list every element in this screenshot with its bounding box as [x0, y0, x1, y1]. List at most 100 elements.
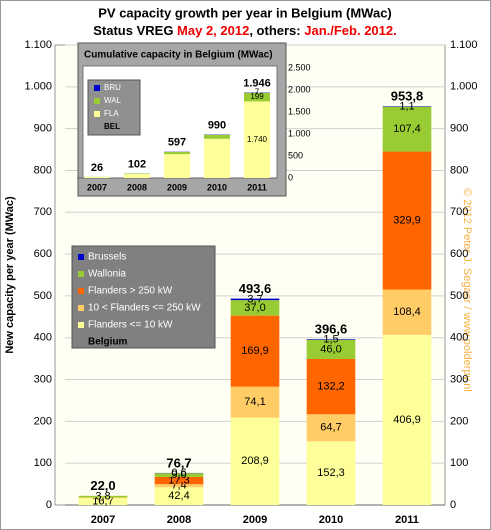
- total-label: 597: [168, 137, 186, 149]
- legend-label: 10 < Flanders <= 250 kW: [88, 303, 201, 314]
- legend-swatch: [94, 85, 100, 91]
- subtitle-part: Status VREG: [93, 23, 177, 38]
- y-tick-label: 500: [288, 150, 303, 160]
- y-tick-label: 700: [450, 206, 468, 218]
- inset-title: Cumulative capacity in Belgium (MWac): [84, 50, 273, 61]
- bar-segment: [382, 289, 432, 335]
- y-tick-label: 1.500: [288, 106, 311, 116]
- bar-segment: [230, 298, 280, 301]
- x-tick-label: 2011: [247, 182, 267, 192]
- y-tick-label: 800: [34, 164, 52, 176]
- bar-segment: [230, 417, 280, 505]
- bar-segment: [382, 334, 432, 505]
- y-axis-label: New capacity per year (MWac): [4, 196, 16, 354]
- bar-segment: [164, 151, 190, 155]
- y-tick-label: 600: [34, 248, 52, 260]
- value-label: 16,7: [92, 495, 113, 507]
- legend-swatch: [78, 288, 84, 294]
- bar-segment: [306, 358, 356, 415]
- y-tick-label: 200: [450, 415, 468, 427]
- legend-title: BEL: [104, 122, 120, 131]
- total-label: 493,6: [239, 281, 272, 296]
- legend-box: [71, 245, 216, 349]
- x-tick-label: 2009: [243, 514, 267, 526]
- chart-title: PV capacity growth per year in Belgium (…: [98, 5, 392, 20]
- bar-segment: [230, 300, 280, 316]
- legend-label: Wallonia: [88, 269, 126, 280]
- y-tick-label: 1.100: [24, 39, 52, 51]
- total-label: 396,6: [315, 322, 348, 337]
- chart-subtitle: Status VREG May 2, 2012, others: Jan./Fe…: [93, 23, 396, 38]
- legend-label: Flanders > 250 kW: [88, 286, 173, 297]
- value-label: 132,2: [317, 381, 345, 393]
- bar-segment: [84, 177, 110, 178]
- value-label: 1.740: [247, 135, 268, 144]
- total-label: 990: [208, 119, 226, 131]
- x-tick-label: 2010: [207, 182, 227, 192]
- legend-label: BRU: [104, 83, 121, 92]
- y-tick-label: 0: [450, 499, 456, 511]
- x-tick-label: 2009: [167, 182, 187, 192]
- legend-swatch: [78, 271, 84, 277]
- subtitle-part: Jan./Feb. 2012.: [304, 23, 397, 38]
- value-label: 42,4: [168, 490, 189, 502]
- legend-label: WAL: [104, 96, 122, 105]
- y-tick-label: 400: [450, 332, 468, 344]
- bar-segment: [306, 339, 356, 340]
- y-tick-label: 800: [450, 164, 468, 176]
- bar-segment: [154, 487, 204, 505]
- value-label: 329,9: [393, 214, 421, 226]
- bar-segment: [78, 495, 128, 498]
- x-tick-label: 2007: [87, 182, 107, 192]
- total-label: 1.946: [243, 77, 271, 89]
- value-label: 74,1: [244, 396, 265, 408]
- value-label: 37,0: [244, 302, 265, 314]
- legend-swatch: [94, 111, 100, 117]
- total-label: 22,0: [90, 478, 115, 493]
- total-label: 953,8: [391, 89, 424, 104]
- bar-segment: [306, 414, 356, 442]
- x-tick-label: 2010: [319, 514, 343, 526]
- bar-segment: [154, 484, 204, 488]
- value-label: 64,7: [320, 422, 341, 434]
- legend-label: Brussels: [88, 252, 126, 263]
- y-tick-label: 2.500: [288, 62, 311, 72]
- subtitle-part: , others:: [249, 23, 304, 38]
- bar-segment: [124, 173, 150, 175]
- legend-title: Belgium: [88, 337, 128, 348]
- bar-segment: [124, 174, 150, 178]
- value-label: 152,3: [317, 467, 345, 479]
- bar-segment: [306, 339, 356, 359]
- value-label: 7: [255, 88, 260, 97]
- value-label: 17,3: [168, 474, 189, 486]
- bar-segment: [230, 315, 280, 387]
- value-label: 1,1: [399, 100, 414, 112]
- legend-swatch: [78, 322, 84, 328]
- value-label: 406,9: [393, 414, 421, 426]
- legend-swatch: [78, 254, 84, 260]
- y-tick-label: 900: [450, 123, 468, 135]
- value-label: 9,0: [171, 469, 186, 481]
- y-tick-label: 100: [450, 457, 468, 469]
- value-label: 169,9: [241, 345, 269, 357]
- value-label: 108,4: [393, 306, 421, 318]
- y-tick-label: 1.000: [450, 81, 478, 93]
- y-tick-label: 500: [450, 290, 468, 302]
- bar-segment: [382, 151, 432, 290]
- y-tick-label: 600: [450, 248, 468, 260]
- total-label: 102: [128, 158, 146, 170]
- y-tick-label: 700: [34, 206, 52, 218]
- x-tick-label: 2011: [395, 514, 419, 526]
- y-tick-label: 200: [34, 415, 52, 427]
- y-tick-label: 100: [34, 457, 52, 469]
- x-tick-label: 2008: [167, 514, 191, 526]
- bar-segment: [230, 386, 280, 418]
- value-label: 1,5: [323, 333, 338, 345]
- bar-segment: [382, 106, 432, 152]
- subtitle-part: May 2, 2012: [177, 23, 249, 38]
- legend-swatch: [78, 305, 84, 311]
- y-tick-label: 0: [288, 172, 293, 182]
- bar-segment: [154, 476, 204, 485]
- legend-label: FLA: [104, 109, 119, 118]
